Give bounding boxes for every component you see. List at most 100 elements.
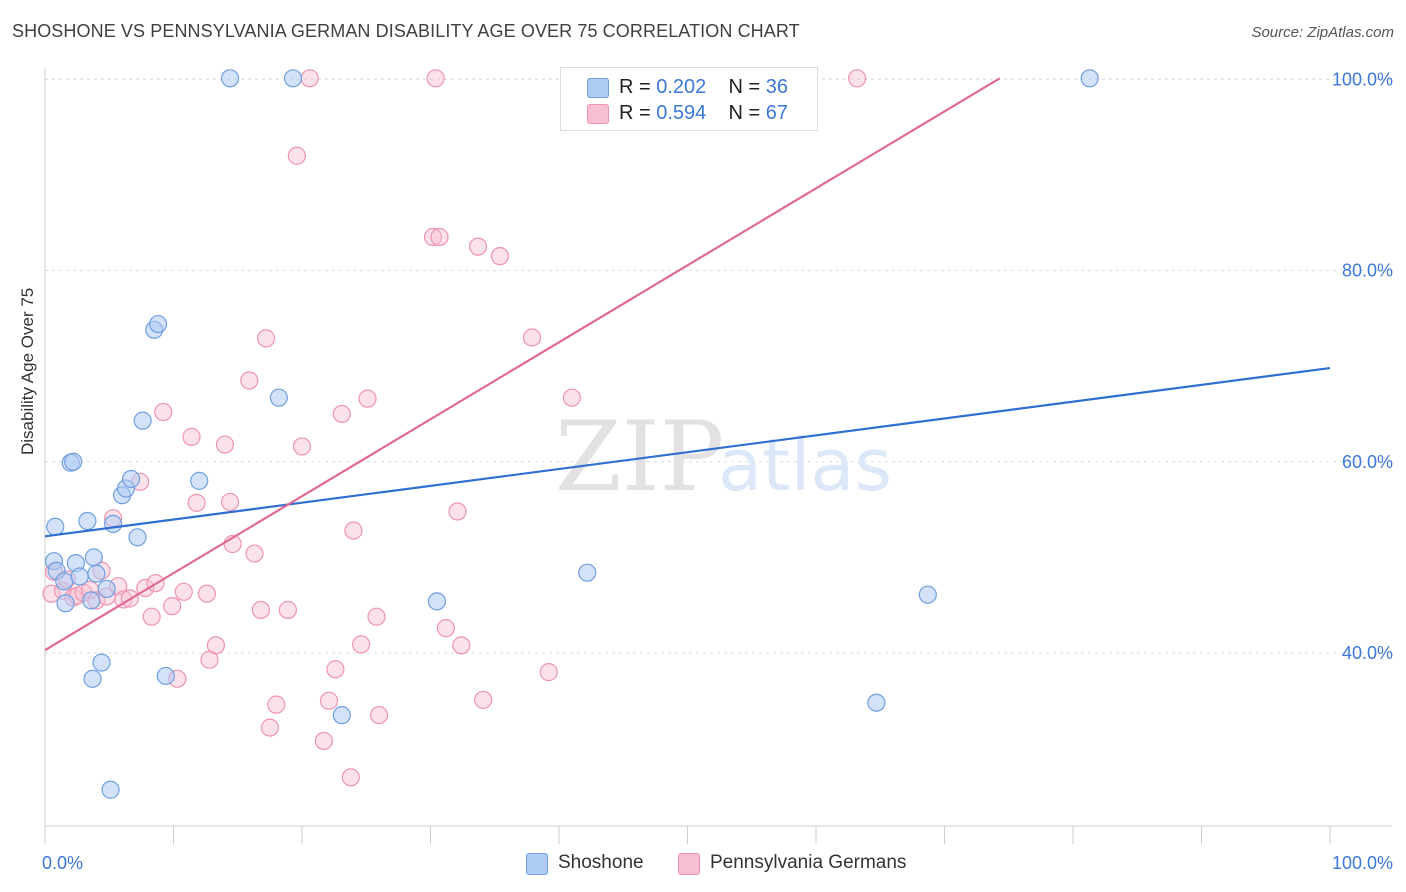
data-point-pennsylvania-germans — [522, 328, 542, 347]
data-point-pennsylvania-germans — [326, 660, 345, 679]
data-point-pennsylvania-germans — [423, 227, 443, 247]
y-tick-label: 60.0% — [1342, 452, 1393, 472]
data-point-pennsylvania-germans — [474, 690, 493, 709]
data-point-pennsylvania-germans — [215, 435, 234, 454]
data-point-pennsylvania-germans — [490, 247, 509, 266]
data-point-pennsylvania-germans — [114, 590, 133, 609]
data-point-shoshone — [55, 572, 74, 591]
data-point-shoshone — [78, 511, 97, 531]
data-point-pennsylvania-germans — [267, 695, 286, 714]
data-point-pennsylvania-germans — [256, 329, 276, 348]
series-shoshone-points — [44, 69, 1099, 799]
data-point-shoshone — [104, 514, 123, 534]
data-point-pennsylvania-germans — [197, 584, 217, 603]
data-point-shoshone — [156, 666, 175, 686]
axes — [44, 68, 1392, 844]
watermark: ZIP atlas — [555, 401, 892, 513]
data-point-pennsylvania-germans — [314, 731, 333, 751]
data-point-pennsylvania-germans — [300, 69, 319, 88]
trendline-shoshone — [44, 366, 1331, 538]
legend-swatch-blue — [587, 78, 609, 98]
legend-n-value: 36 — [765, 76, 789, 98]
chart-title: SHOSHONE VS PENNSYLVANIA GERMAN DISABILI… — [12, 21, 800, 41]
bottom-legend-swatch-pink — [678, 853, 700, 875]
data-point-pennsylvania-germans — [287, 146, 306, 165]
data-point-pennsylvania-germans — [468, 237, 488, 256]
data-point-pennsylvania-germans — [344, 521, 363, 540]
data-point-pennsylvania-germans — [341, 768, 360, 787]
data-point-shoshone — [1080, 69, 1099, 88]
data-point-shoshone — [578, 563, 597, 582]
data-point-shoshone — [64, 452, 83, 471]
data-point-shoshone — [332, 706, 351, 725]
data-point-shoshone — [97, 579, 116, 599]
data-point-pennsylvania-germans — [187, 493, 206, 512]
watermark-zip: ZIP — [555, 401, 724, 513]
data-point-shoshone — [269, 388, 288, 407]
data-point-pennsylvania-germans — [562, 388, 581, 407]
legend-swatch-pink — [587, 104, 609, 124]
data-point-pennsylvania-germans — [319, 691, 339, 710]
y-tick-label: 80.0% — [1342, 261, 1393, 281]
data-point-shoshone — [82, 591, 101, 610]
data-point-pennsylvania-germans — [182, 427, 201, 446]
data-point-pennsylvania-germans — [367, 607, 386, 626]
data-point-pennsylvania-germans — [220, 492, 240, 512]
legend-r-value: 0.202 — [656, 76, 707, 98]
legend-n-value: 67 — [765, 102, 789, 124]
legend-n-label: N = — [728, 76, 766, 98]
x-tick-label-right: 100.0% — [1332, 853, 1393, 873]
gridlines — [45, 78, 1392, 654]
data-point-shoshone — [283, 69, 303, 88]
data-point-pennsylvania-germans — [426, 69, 445, 88]
data-point-pennsylvania-germans — [358, 389, 377, 408]
data-point-shoshone — [70, 567, 89, 586]
trendlines — [44, 77, 1331, 652]
watermark-atlas: atlas — [718, 423, 892, 507]
data-point-shoshone — [867, 693, 886, 712]
data-point-shoshone — [56, 594, 75, 613]
data-point-pennsylvania-germans — [352, 635, 371, 654]
data-point-shoshone — [46, 517, 65, 536]
y-tick-label: 40.0% — [1342, 643, 1393, 663]
trendline-pennsylvania-germans — [44, 77, 1001, 652]
data-point-pennsylvania-germans — [848, 69, 867, 88]
data-point-shoshone — [190, 471, 209, 490]
data-point-pennsylvania-germans — [251, 600, 270, 620]
data-point-pennsylvania-germans — [163, 597, 182, 616]
legend-r-label: R = — [619, 76, 657, 98]
data-point-pennsylvania-germans — [142, 607, 161, 626]
x-tick-label-left: 0.0% — [42, 853, 83, 873]
data-point-pennsylvania-germans — [174, 582, 193, 601]
data-point-pennsylvania-germans — [42, 584, 61, 603]
legend-r-value: 0.594 — [656, 102, 707, 124]
bottom-legend-label: Pennsylvania Germans — [710, 852, 907, 873]
data-point-shoshone — [918, 585, 937, 604]
data-point-pennsylvania-germans — [206, 636, 226, 655]
y-axis-title: Disability Age Over 75 — [18, 287, 37, 455]
legend-n-label: N = — [728, 102, 766, 124]
data-point-pennsylvania-germans — [452, 636, 471, 655]
data-point-pennsylvania-germans — [539, 663, 558, 682]
data-point-pennsylvania-germans — [292, 437, 312, 456]
legend-r-label: R = — [619, 102, 657, 124]
data-point-shoshone — [92, 653, 111, 672]
data-point-shoshone — [133, 411, 152, 430]
data-point-pennsylvania-germans — [436, 619, 456, 638]
data-point-pennsylvania-germans — [430, 227, 449, 247]
bottom-legend-label: Shoshone — [558, 852, 644, 873]
data-point-shoshone — [121, 469, 141, 489]
data-point-shoshone — [128, 528, 147, 547]
data-point-pennsylvania-germans — [240, 371, 259, 390]
data-point-pennsylvania-germans — [278, 600, 297, 620]
data-point-shoshone — [427, 592, 447, 611]
data-point-shoshone — [87, 564, 106, 583]
data-point-pennsylvania-germans — [332, 404, 351, 424]
data-point-pennsylvania-germans — [245, 544, 264, 563]
source-label: Source: ZipAtlas.com — [1251, 24, 1394, 41]
data-point-pennsylvania-germans — [370, 706, 389, 725]
stats-legend: R = 0.202 N = 36 R = 0.594 N = 67 — [560, 67, 818, 131]
data-point-shoshone — [220, 69, 240, 88]
data-point-pennsylvania-germans — [154, 402, 173, 422]
